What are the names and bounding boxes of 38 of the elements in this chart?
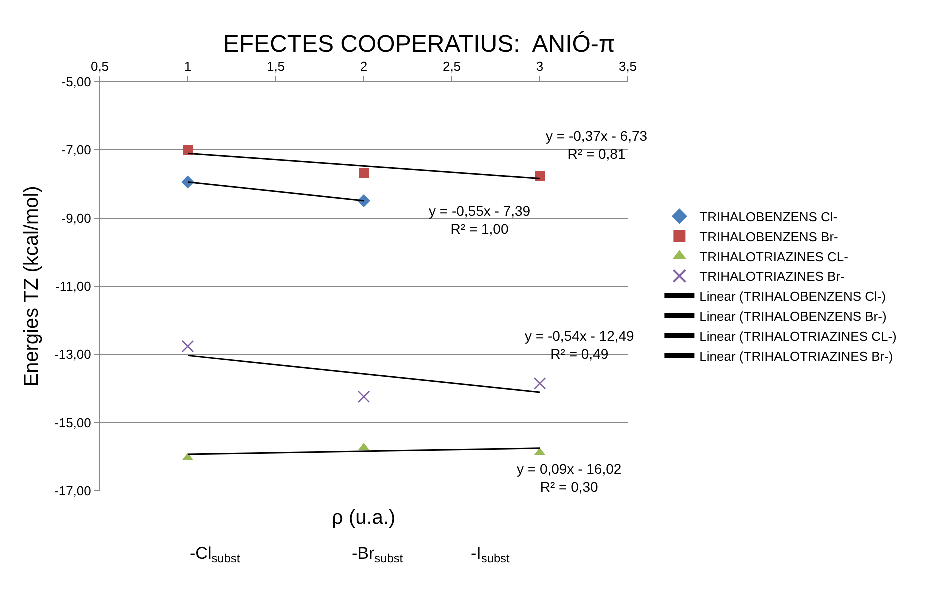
legend-label: TRIHALOTRIAZINES Br-: [700, 269, 845, 284]
point: [535, 171, 545, 182]
legend-label: Linear (TRIHALOBENZENS Br-): [700, 309, 887, 324]
legend-label: TRIHALOBENZENS Cl-: [700, 210, 838, 225]
legend-label: Linear (TRIHALOBENZENS Cl-): [700, 289, 886, 304]
x-tick-label: 1,5: [266, 58, 286, 74]
y-tick-label: -5,00: [62, 74, 92, 90]
text: -Cl$_{subst}$: [190, 544, 241, 566]
annotation: y = -0,54x - 12,49 R² = 0,49: [525, 328, 635, 362]
y-tick-label: -7,00: [62, 142, 92, 158]
annotation: y = -0,55x - 7,39 R² = 1,00: [429, 203, 531, 238]
legend-label: TRIHALOTRIAZINES CL-: [700, 249, 848, 264]
point: [182, 340, 194, 353]
y-tick-label: -11,00: [55, 279, 92, 294]
x-tick-label: 2: [360, 58, 368, 74]
x-axis-title: ρ (u.a.): [332, 507, 396, 529]
text: -Br$_{subst}$: [352, 544, 404, 566]
annotation: y = 0,09x - 16,02 R² = 0,30: [517, 461, 622, 496]
x-tick-label: 3: [536, 58, 544, 74]
chart-title: EFECTES COOPERATIUS: ANIÓ-π: [223, 31, 616, 58]
y-tick-label: -17,00: [54, 484, 92, 499]
y-axis-title: Energies TZ (kcal/mol): [21, 186, 44, 387]
x-tick-label: 1: [184, 58, 192, 74]
legend-label: TRIHALOBENZENS Br-: [700, 229, 838, 244]
point: [183, 145, 193, 156]
text: -I$_{subst}$: [471, 544, 511, 566]
annotation: y = -0,37x - 6,73 R² = 0,81: [546, 128, 648, 162]
point: [358, 390, 370, 404]
point: [534, 377, 546, 390]
y-tick-label: -15,00: [54, 415, 92, 430]
y-tick-label: -9,00: [62, 210, 92, 226]
x-tick-label: 0,5: [90, 58, 110, 74]
y-tick-label: -13,00: [54, 347, 92, 362]
point: [359, 168, 369, 178]
x-tick-label: 2,5: [442, 58, 462, 74]
legend-label: Linear (TRIHALOTRIAZINES CL-): [700, 328, 897, 344]
legend-label: Linear (TRIHALOTRIAZINES Br-): [700, 348, 894, 364]
x-tick-label: 3,5: [618, 58, 638, 74]
